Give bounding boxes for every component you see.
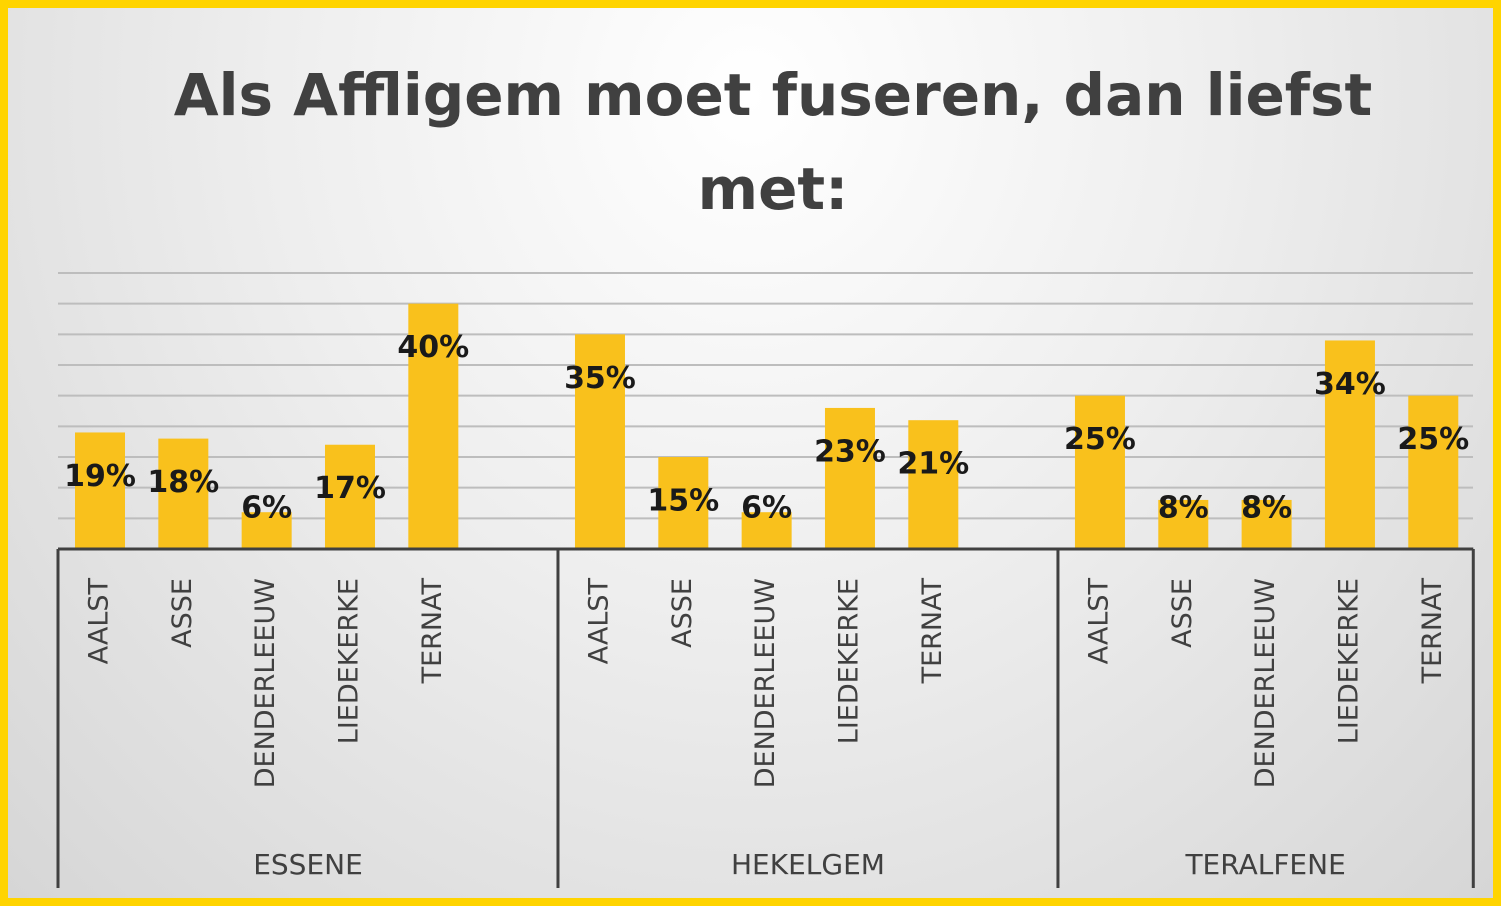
bar: [741, 512, 792, 549]
bar: [1241, 499, 1292, 549]
x-tick-label: DENDERLEEUW: [1250, 578, 1281, 788]
group-label: TERALFENE: [1184, 848, 1345, 881]
data-label: 23%: [814, 434, 886, 469]
x-tick-label: AALST: [1083, 578, 1114, 665]
x-tick-label: ASSE: [667, 578, 698, 648]
data-label: 21%: [897, 447, 969, 482]
bar: [1324, 340, 1375, 549]
data-label: 25%: [1064, 422, 1136, 457]
data-label: 8%: [1241, 491, 1292, 526]
bar: [908, 420, 959, 549]
data-label: 18%: [147, 465, 219, 500]
data-label: 19%: [64, 459, 136, 494]
bar: [324, 444, 375, 549]
data-label: 34%: [1314, 367, 1386, 402]
x-tick-label: DENDERLEEUW: [250, 578, 281, 788]
group-label: HEKELGEM: [731, 848, 885, 881]
bar: [1158, 499, 1209, 549]
x-tick-label: LIEDEKERKE: [1333, 578, 1364, 744]
x-tick-label: TERNAT: [917, 578, 948, 685]
x-tick-label: TERNAT: [1417, 578, 1448, 685]
bar: [1074, 395, 1125, 549]
data-label: 25%: [1397, 422, 1469, 457]
data-label: 35%: [564, 361, 636, 396]
group-label: ESSENE: [253, 848, 363, 881]
bar: [158, 438, 209, 549]
data-label: 15%: [647, 484, 719, 519]
x-tick-label: TERNAT: [417, 578, 448, 685]
data-label: 6%: [741, 491, 792, 526]
data-label: 17%: [314, 471, 386, 506]
bar: [241, 512, 292, 549]
x-tick-label: ASSE: [1167, 578, 1198, 648]
x-tick-label: AALST: [84, 578, 115, 665]
chart-title: Als Affligem moet fuseren, dan liefst me…: [173, 61, 1373, 223]
bar: [824, 407, 875, 549]
chart: 19% AALST 18% ASSE 6% DENDERLEEUW 17% LIEDEKERK…: [56, 272, 1475, 888]
bar: [1408, 395, 1459, 549]
data-label: 6%: [241, 491, 292, 526]
bar: [574, 334, 625, 549]
data-label: 8%: [1158, 491, 1209, 526]
x-tick-label: AALST: [583, 578, 614, 665]
x-tick-label: ASSE: [167, 578, 198, 648]
x-tick-label: LIEDEKERKE: [833, 578, 864, 744]
bar: [75, 432, 125, 549]
x-tick-label: LIEDEKERKE: [333, 578, 364, 744]
bar: [658, 457, 709, 549]
x-tick-label: DENDERLEEUW: [750, 578, 781, 788]
data-label: 40%: [397, 330, 469, 365]
bar: [408, 303, 459, 549]
